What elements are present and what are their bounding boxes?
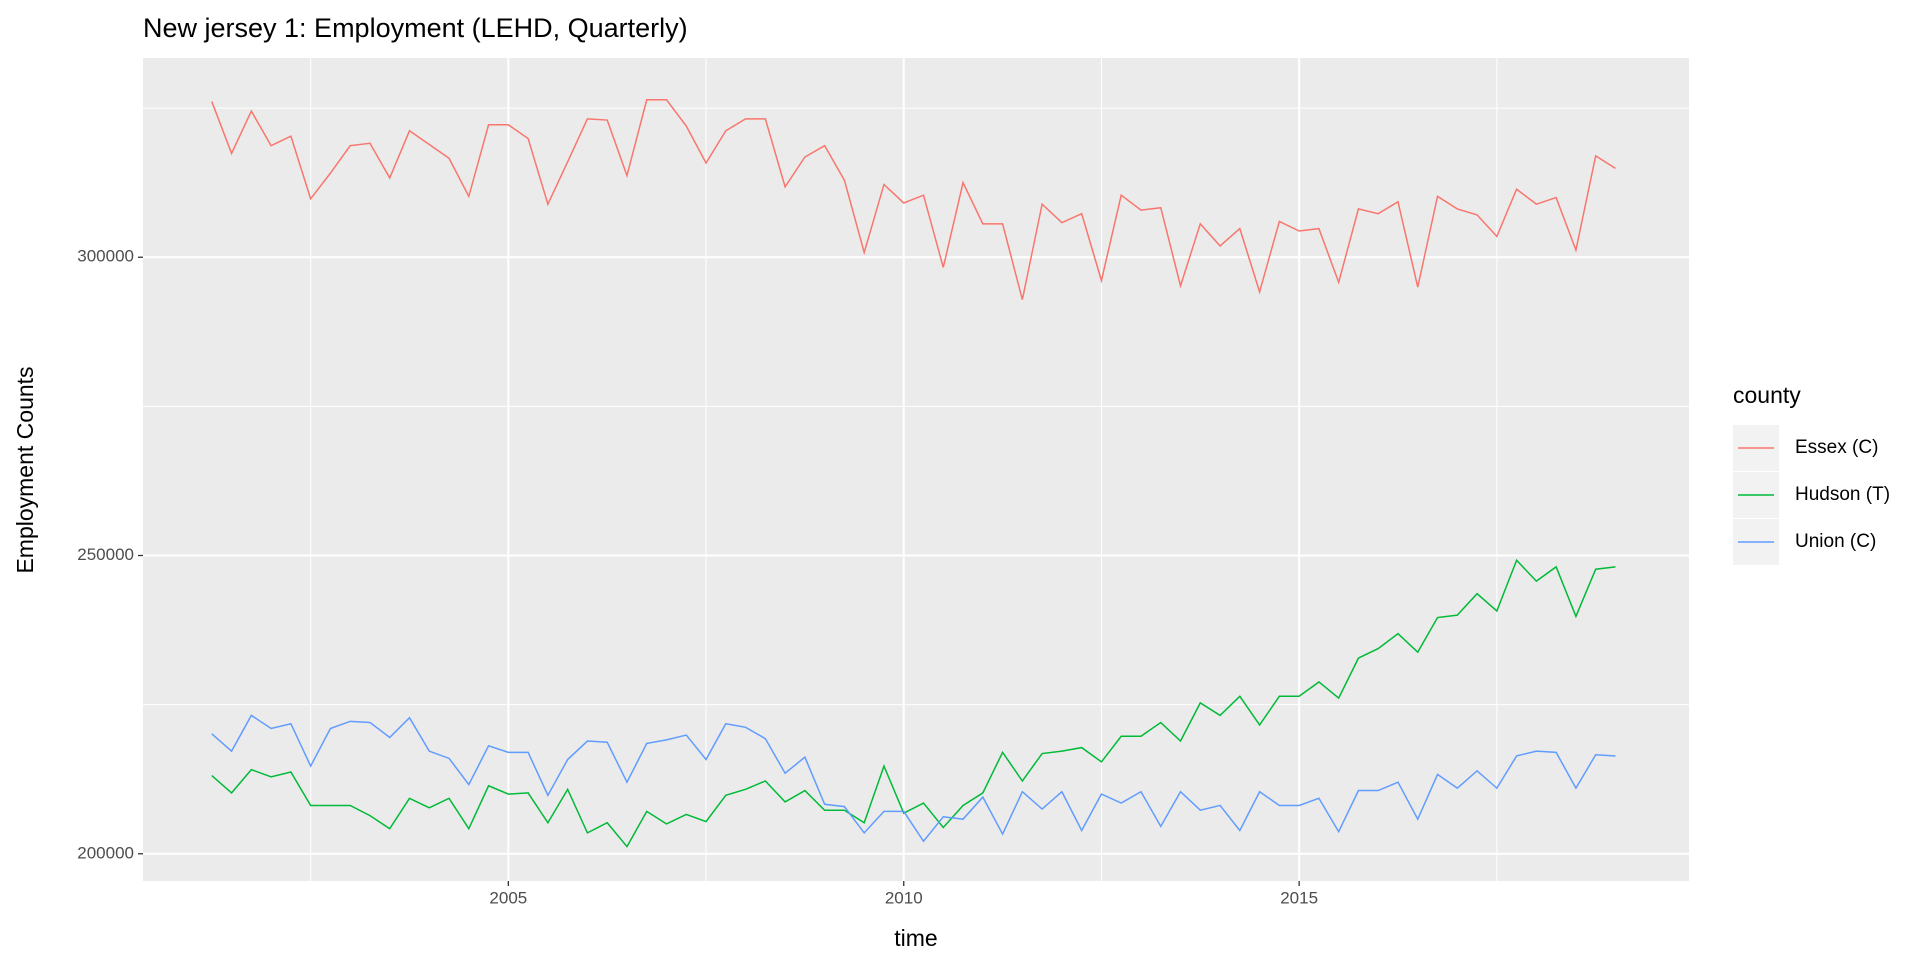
series-line [211,714,1616,843]
x-tick-label: 2015 [1280,888,1318,907]
x-tick-label: 2005 [489,888,527,907]
legend: county Essex (C) Hudson (T) Union (C) [1733,382,1890,565]
y-tick-label: 200000 [77,843,134,862]
x-tick-label: 2010 [885,888,923,907]
legend-title: county [1733,382,1801,408]
y-tick-label: 300000 [77,247,134,266]
chart-title: New jersey 1: Employment (LEHD, Quarterl… [143,13,688,43]
plot-panel [143,58,1689,881]
legend-label: Union (C) [1795,531,1876,552]
legend-label: Hudson (T) [1795,484,1890,505]
y-tick-label: 250000 [77,545,134,564]
series-line [211,99,1616,300]
lines [211,99,1616,848]
y-axis-label: Employment Counts [12,366,38,573]
grid [143,58,1689,881]
x-axis-label: time [894,925,937,951]
axes: 2005 2010 2015 200000 250000 300000 [77,247,1318,908]
series-line [211,558,1616,848]
legend-label: Essex (C) [1795,437,1878,458]
